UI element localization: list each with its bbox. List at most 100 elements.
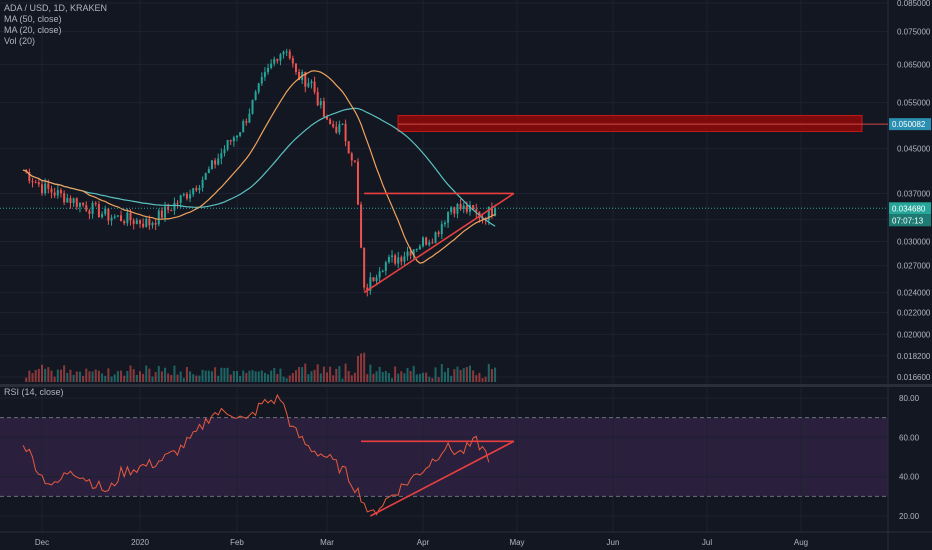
candle-body (381, 270, 384, 272)
volume-bar (494, 367, 497, 382)
time-tick-label: Dec (35, 538, 49, 547)
candle-body (313, 81, 316, 92)
volume-bar (63, 365, 66, 382)
volume-bar (350, 375, 353, 382)
candle-body (53, 192, 56, 196)
volume-bar (160, 371, 163, 382)
volume-bar (447, 367, 450, 382)
candle-body (481, 218, 484, 220)
candle-body (403, 256, 406, 262)
volume-bar (332, 375, 335, 382)
volume-bar (301, 367, 304, 382)
candle-body (425, 237, 428, 245)
candle-body (344, 123, 347, 142)
volume-bar (472, 370, 475, 382)
candle-body (69, 197, 72, 203)
candle-body (123, 221, 126, 224)
volume-bar (135, 374, 138, 382)
candle-body (307, 83, 310, 87)
ma50-legend[interactable]: MA (50, close) (4, 14, 62, 24)
candle-body (229, 140, 232, 142)
candle-body (378, 271, 381, 278)
volume-bar (185, 366, 188, 382)
volume-bar (167, 373, 170, 382)
volume-bar (285, 378, 288, 382)
candle-body (44, 183, 47, 194)
countdown-badge: 07:07:13 (889, 214, 931, 227)
volume-bar (279, 368, 282, 382)
candle-body (487, 207, 490, 221)
candle-body (34, 182, 37, 184)
price-tick-label: 0.024000 (897, 289, 931, 298)
rsi-tick-label: 20.00 (899, 512, 920, 521)
volume-bar (397, 373, 400, 382)
candle-body (78, 202, 81, 207)
volume-bar (223, 367, 226, 382)
price-tick-label: 0.016600 (897, 373, 931, 382)
time-tick-label: May (509, 538, 524, 547)
candle-body (50, 188, 53, 193)
candle-body (387, 256, 390, 263)
candle-body (148, 218, 151, 226)
volume-bar (260, 370, 263, 382)
volume-bar (107, 368, 110, 382)
volume-bar (126, 370, 129, 382)
volume-bar (34, 369, 37, 382)
candle-body (160, 210, 163, 218)
rsi-title[interactable]: RSI (14, close) (4, 387, 64, 397)
symbol-title[interactable]: ADA / USD, 1D, KRAKEN (4, 3, 108, 13)
price-tick-label: 0.065000 (897, 60, 931, 69)
candle-body (107, 208, 110, 221)
volume-bar (94, 369, 97, 382)
volume-bar (329, 366, 332, 382)
candle-body (94, 203, 97, 205)
volume-bar (418, 373, 421, 382)
candle-body (437, 232, 440, 235)
candle-body (56, 190, 59, 196)
volume-bar (248, 370, 251, 382)
candle-body (201, 179, 204, 188)
candle-body (319, 101, 322, 106)
volume-bar (366, 374, 369, 382)
volume-bar (403, 373, 406, 382)
rsi-legend: RSI (14, close) (4, 387, 64, 398)
volume-bar (384, 371, 387, 382)
time-tick-label: 2020 (131, 538, 149, 547)
candle-body (366, 287, 369, 291)
ma20-legend[interactable]: MA (20, close) (4, 25, 62, 35)
volume-bar (157, 365, 160, 382)
volume-bar (381, 371, 384, 382)
volume-bar (179, 371, 182, 382)
countdown-badge-bg (889, 214, 931, 227)
countdown-badge-text: 07:07:13 (892, 216, 924, 225)
volume-bar (326, 372, 328, 382)
last-price-badge-bg (889, 202, 931, 215)
volume-bar (288, 375, 291, 382)
volume-bar (431, 378, 434, 382)
price-tick-label: 0.018200 (897, 352, 931, 361)
volume-bar (129, 365, 132, 382)
volume-bar (154, 372, 157, 382)
volume-bar (341, 378, 344, 382)
candle-body (97, 204, 100, 218)
candle-body (204, 173, 207, 180)
volume-bar (37, 368, 40, 382)
candle-body (66, 197, 69, 203)
volume-bar (104, 375, 107, 382)
main-legend: ADA / USD, 1D, KRAKEN MA (50, close) MA … (4, 3, 107, 47)
candle-body (120, 215, 123, 222)
candle-body (394, 255, 397, 264)
volume-bar (378, 366, 381, 382)
volume-bar (406, 368, 409, 382)
volume-bar (316, 364, 319, 382)
volume-bar (251, 370, 254, 382)
volume-bar (462, 368, 465, 382)
candle-body (139, 220, 141, 224)
volume-bar (85, 368, 88, 382)
price-tick-label: 0.020000 (897, 330, 931, 339)
volume-legend[interactable]: Vol (20) (4, 36, 36, 46)
ma20-line (22, 70, 496, 264)
candle-body (447, 212, 450, 223)
